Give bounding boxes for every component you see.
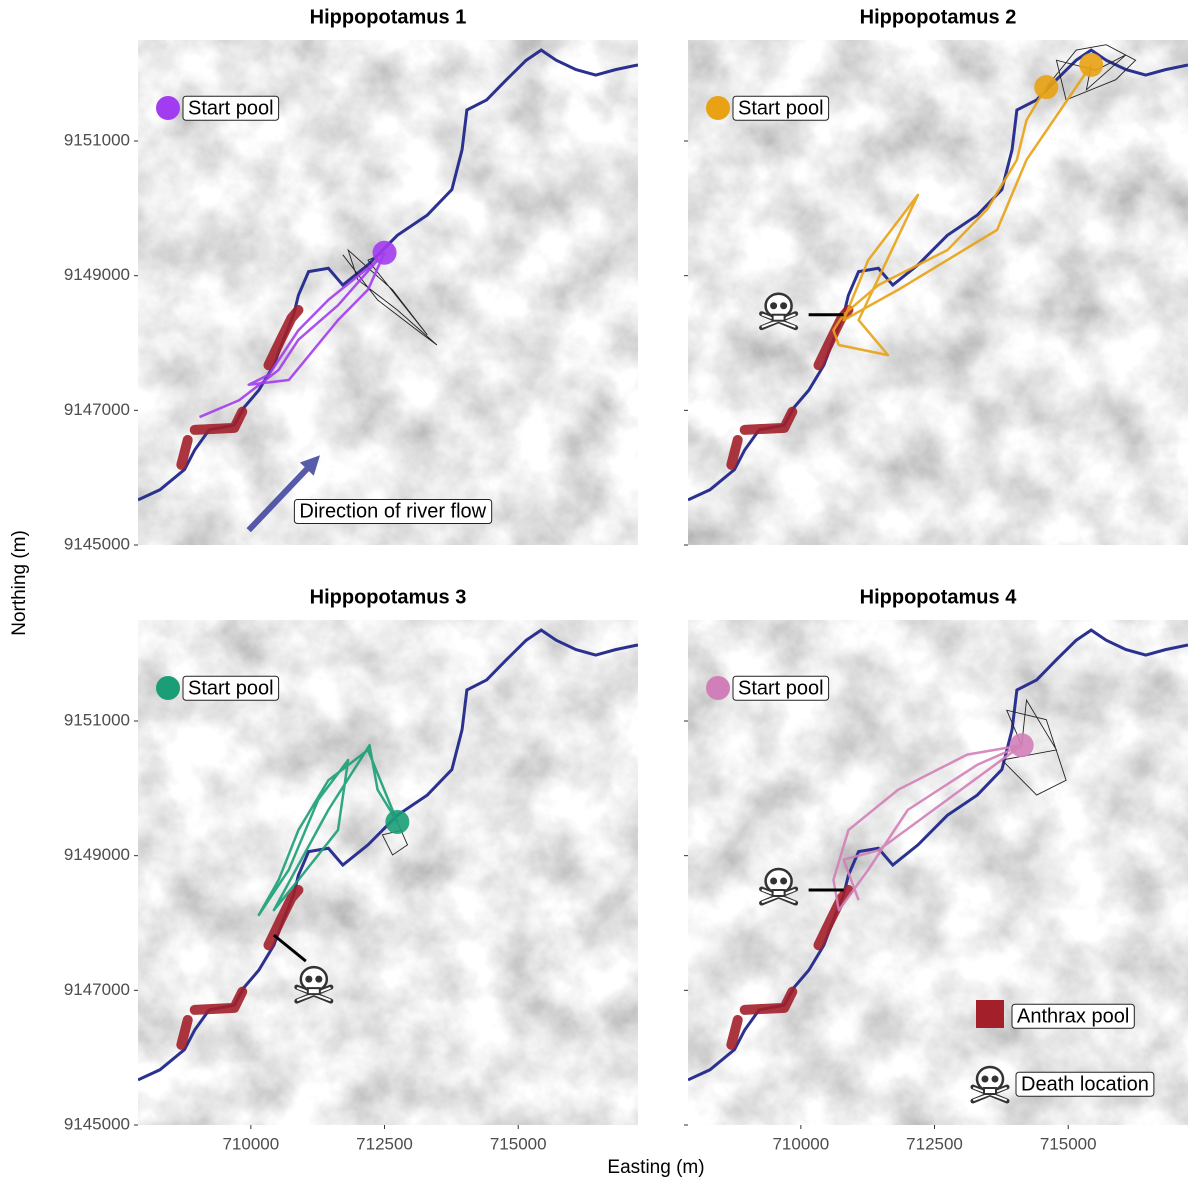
- legend-start-symbol: [706, 96, 730, 120]
- start-pool: [1010, 733, 1034, 757]
- legend-start-symbol: [706, 676, 730, 700]
- x-tick-label: 715000: [1040, 1134, 1097, 1153]
- figure: Easting (m) Northing (m) Hippopotamus 1 D…: [0, 0, 1188, 1183]
- skull-jaw: [308, 988, 320, 994]
- map-panel: Start pool: [138, 620, 638, 1125]
- y-axis-label: Northing (m): [9, 530, 30, 636]
- y-tick-label: 9149000: [64, 265, 130, 284]
- y-tick-label: 9145000: [64, 534, 130, 553]
- legend-start-symbol: [156, 676, 180, 700]
- legend-anthrax-label: Anthrax pool: [1017, 1005, 1129, 1027]
- skull-jaw: [773, 890, 785, 896]
- map-panel: Direction of river flow Start pool: [138, 40, 638, 545]
- anthrax-pool: [731, 440, 737, 465]
- y-tick-label: 9151000: [64, 710, 130, 729]
- x-tick-label: 712500: [356, 1134, 413, 1153]
- skull-eye: [992, 1076, 999, 1083]
- x-tick-label: 710000: [772, 1134, 829, 1153]
- anthrax-pool: [181, 1020, 187, 1045]
- skull-eye: [305, 976, 312, 983]
- x-tick-label: 715000: [490, 1134, 547, 1153]
- skull-eye: [770, 878, 777, 885]
- y-tick-label: 9145000: [64, 1114, 130, 1133]
- x-axis-label: Easting (m): [607, 1157, 704, 1178]
- x-tick-label: 712500: [906, 1134, 963, 1153]
- skull-jaw: [773, 315, 785, 321]
- start-pool: [385, 810, 409, 834]
- anthrax-pool: [181, 440, 187, 465]
- map-panel: Start pool Anthrax pool Death location: [688, 620, 1188, 1125]
- legend-anthrax-symbol: [976, 1000, 1004, 1028]
- y-tick-label: 9147000: [64, 400, 130, 419]
- y-tick-label: 9147000: [64, 980, 130, 999]
- legend-death-label: Death location: [1021, 1073, 1149, 1095]
- map-panel: Start pool: [688, 40, 1188, 545]
- legend-start-label: Start pool: [738, 97, 824, 119]
- annotation-label: Direction of river flow: [299, 500, 486, 522]
- start-pool: [1079, 53, 1103, 77]
- y-tick-label: 9151000: [64, 130, 130, 149]
- skull-jaw: [984, 1088, 996, 1094]
- panel-title: Hippopotamus 3: [310, 586, 467, 608]
- skull-eye: [770, 302, 777, 309]
- anthrax-pool: [731, 1020, 737, 1045]
- legend-start-symbol: [156, 96, 180, 120]
- legend-start-label: Start pool: [188, 677, 274, 699]
- legend-start-label: Start pool: [738, 677, 824, 699]
- start-pool: [373, 241, 397, 265]
- x-tick-label: 710000: [222, 1134, 279, 1153]
- panel-title: Hippopotamus 2: [860, 6, 1017, 28]
- start-pool: [1034, 75, 1058, 99]
- skull-eye: [780, 878, 787, 885]
- y-tick-label: 9149000: [64, 845, 130, 864]
- skull-eye: [315, 976, 322, 983]
- skull-eye: [780, 302, 787, 309]
- panel-title: Hippopotamus 1: [310, 6, 467, 28]
- panel-title: Hippopotamus 4: [860, 586, 1018, 608]
- skull-eye: [982, 1076, 989, 1083]
- legend-start-label: Start pool: [188, 97, 274, 119]
